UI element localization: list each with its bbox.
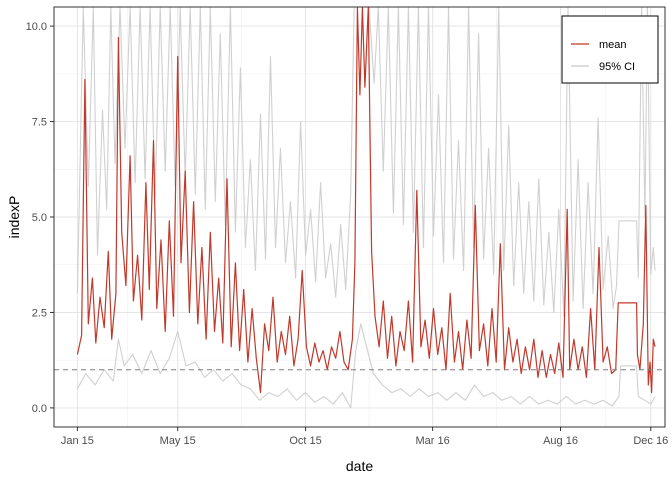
y-axis: 0.0 2.5 5.0 7.5 10.0 (26, 21, 54, 415)
x-axis-title: date (346, 458, 373, 474)
x-tick-label: Mar 16 (416, 435, 450, 447)
legend: mean 95% CI (561, 15, 659, 84)
mean-series (76, 6, 656, 394)
ci-lower-line (76, 323, 656, 409)
y-tick-label: 2.5 (32, 307, 47, 319)
y-tick-label: 7.5 (32, 117, 47, 129)
legend-label-mean: mean (599, 39, 627, 51)
y-tick-label: 10.0 (26, 21, 47, 33)
y-axis-title: indexP (6, 196, 22, 239)
x-tick-label: Jan 15 (61, 435, 94, 447)
x-tick-label: Oct 15 (289, 435, 321, 447)
x-tick-label: Aug 16 (543, 435, 578, 447)
y-tick-label: 5.0 (32, 212, 47, 224)
x-tick-label: Dec 16 (633, 435, 668, 447)
legend-box (561, 15, 659, 84)
mean-line (76, 6, 656, 394)
y-tick-label: 0.0 (32, 403, 47, 415)
legend-label-ci: 95% CI (599, 61, 635, 73)
x-tick-label: May 15 (160, 435, 196, 447)
x-axis: Jan 15 May 15 Oct 15 Mar 16 Aug 16 Dec 16 (61, 427, 668, 447)
